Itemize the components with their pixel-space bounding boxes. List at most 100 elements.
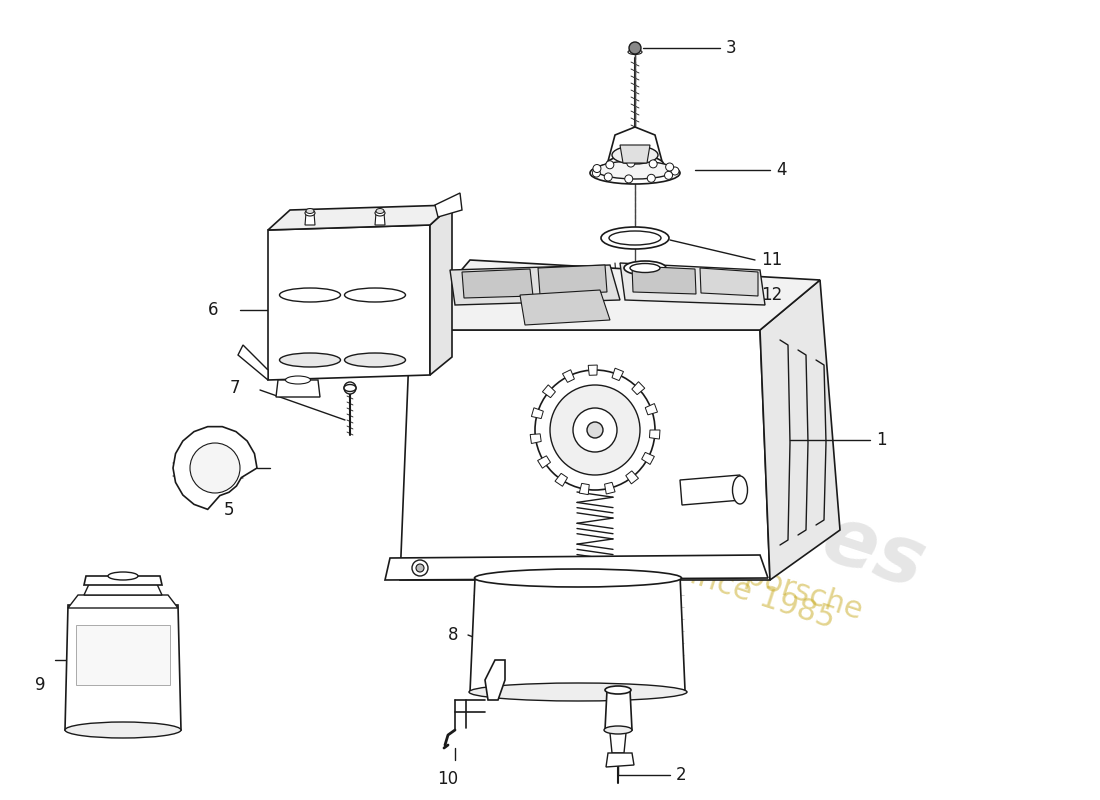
Circle shape — [606, 161, 614, 169]
Text: 6: 6 — [208, 301, 218, 319]
Polygon shape — [680, 475, 742, 505]
Circle shape — [664, 171, 672, 179]
Circle shape — [627, 159, 635, 167]
Polygon shape — [65, 605, 182, 730]
Text: 9: 9 — [34, 676, 45, 694]
Polygon shape — [173, 426, 257, 510]
Text: 8: 8 — [448, 626, 458, 644]
Ellipse shape — [306, 209, 313, 214]
Polygon shape — [410, 260, 820, 330]
Ellipse shape — [279, 288, 341, 302]
Ellipse shape — [630, 263, 660, 273]
Ellipse shape — [606, 155, 664, 175]
Polygon shape — [538, 265, 607, 295]
Polygon shape — [84, 576, 162, 585]
Text: 5: 5 — [224, 501, 234, 519]
Text: 12: 12 — [761, 286, 782, 304]
Polygon shape — [556, 474, 568, 486]
Polygon shape — [631, 382, 645, 394]
Polygon shape — [462, 269, 534, 298]
Polygon shape — [641, 452, 654, 465]
Text: passion for porsche: passion for porsche — [573, 505, 867, 625]
Polygon shape — [520, 290, 610, 325]
Ellipse shape — [605, 686, 631, 694]
Text: 7: 7 — [230, 379, 240, 397]
Ellipse shape — [590, 162, 680, 184]
Polygon shape — [612, 368, 624, 381]
Polygon shape — [305, 213, 315, 225]
Ellipse shape — [604, 726, 632, 734]
Text: since 1985: since 1985 — [671, 555, 838, 634]
Ellipse shape — [65, 722, 182, 738]
Ellipse shape — [375, 210, 385, 216]
Polygon shape — [632, 266, 696, 294]
Polygon shape — [646, 403, 658, 415]
Circle shape — [647, 174, 656, 182]
Ellipse shape — [344, 385, 356, 391]
Ellipse shape — [286, 376, 310, 384]
Polygon shape — [605, 482, 615, 494]
Ellipse shape — [612, 146, 658, 164]
Polygon shape — [562, 370, 574, 382]
Text: 4: 4 — [776, 161, 786, 179]
Ellipse shape — [469, 683, 688, 701]
Ellipse shape — [279, 353, 341, 367]
Circle shape — [344, 382, 356, 394]
Circle shape — [649, 160, 657, 168]
Polygon shape — [430, 205, 452, 375]
Ellipse shape — [108, 572, 138, 580]
Circle shape — [671, 167, 679, 175]
Circle shape — [535, 370, 654, 490]
Ellipse shape — [609, 231, 661, 245]
Polygon shape — [538, 456, 550, 468]
Ellipse shape — [305, 210, 315, 216]
Ellipse shape — [596, 161, 674, 179]
Polygon shape — [268, 205, 452, 230]
Polygon shape — [530, 434, 541, 443]
Text: eurospares: eurospares — [426, 374, 934, 606]
Polygon shape — [531, 408, 543, 418]
Circle shape — [593, 169, 601, 177]
Circle shape — [629, 42, 641, 54]
Bar — [76, 625, 170, 685]
Circle shape — [412, 560, 428, 576]
Ellipse shape — [344, 353, 406, 367]
Polygon shape — [626, 471, 638, 484]
Text: 11: 11 — [761, 251, 782, 269]
Polygon shape — [434, 193, 462, 217]
Polygon shape — [84, 582, 162, 595]
Polygon shape — [606, 753, 634, 767]
Ellipse shape — [376, 209, 384, 214]
Circle shape — [190, 443, 240, 493]
Circle shape — [550, 385, 640, 475]
Ellipse shape — [628, 50, 642, 54]
Polygon shape — [375, 213, 385, 225]
Ellipse shape — [624, 261, 666, 275]
Polygon shape — [450, 265, 620, 305]
Polygon shape — [276, 380, 320, 397]
Text: 2: 2 — [676, 766, 686, 784]
Circle shape — [666, 163, 673, 171]
Polygon shape — [605, 690, 632, 730]
Polygon shape — [238, 345, 268, 380]
Circle shape — [593, 165, 601, 173]
Polygon shape — [620, 145, 650, 163]
Text: 10: 10 — [438, 770, 459, 788]
Text: 3: 3 — [726, 39, 737, 57]
Polygon shape — [649, 430, 660, 439]
Polygon shape — [542, 385, 556, 398]
Polygon shape — [588, 365, 597, 375]
Polygon shape — [580, 483, 590, 494]
Polygon shape — [620, 263, 764, 305]
Polygon shape — [607, 127, 663, 165]
Polygon shape — [68, 595, 178, 608]
Circle shape — [587, 422, 603, 438]
Ellipse shape — [733, 476, 748, 504]
Text: 1: 1 — [876, 431, 887, 449]
Polygon shape — [760, 280, 840, 580]
Polygon shape — [385, 555, 768, 580]
Polygon shape — [485, 660, 505, 700]
Ellipse shape — [344, 288, 406, 302]
Circle shape — [604, 173, 613, 181]
Ellipse shape — [474, 569, 682, 587]
